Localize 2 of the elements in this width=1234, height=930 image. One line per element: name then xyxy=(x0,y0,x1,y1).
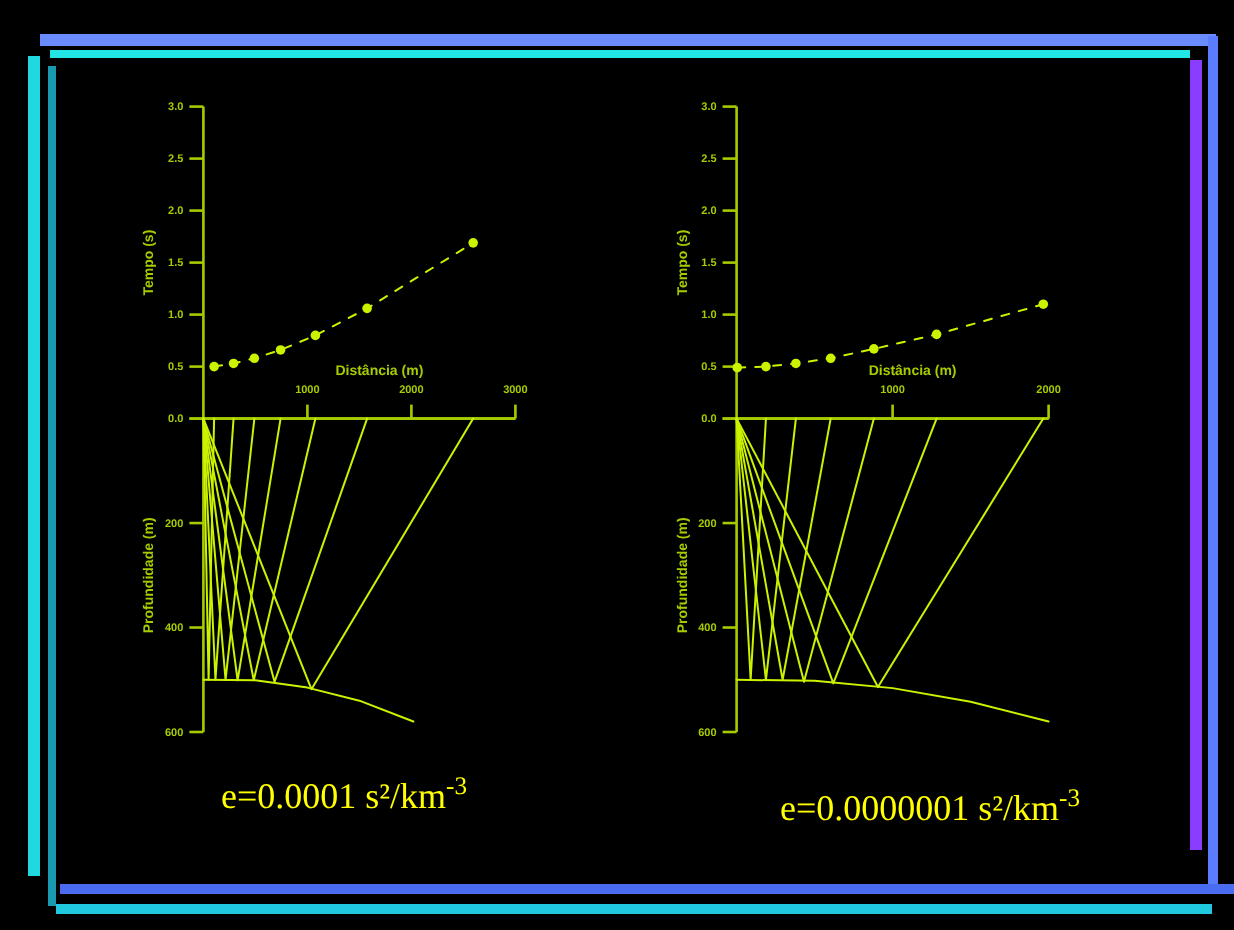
text: e=0.0001 s²/km$^{-3}$ xyxy=(220,772,468,816)
text: e=0.0000001 s²/km$^{-3}$ xyxy=(779,784,1081,828)
